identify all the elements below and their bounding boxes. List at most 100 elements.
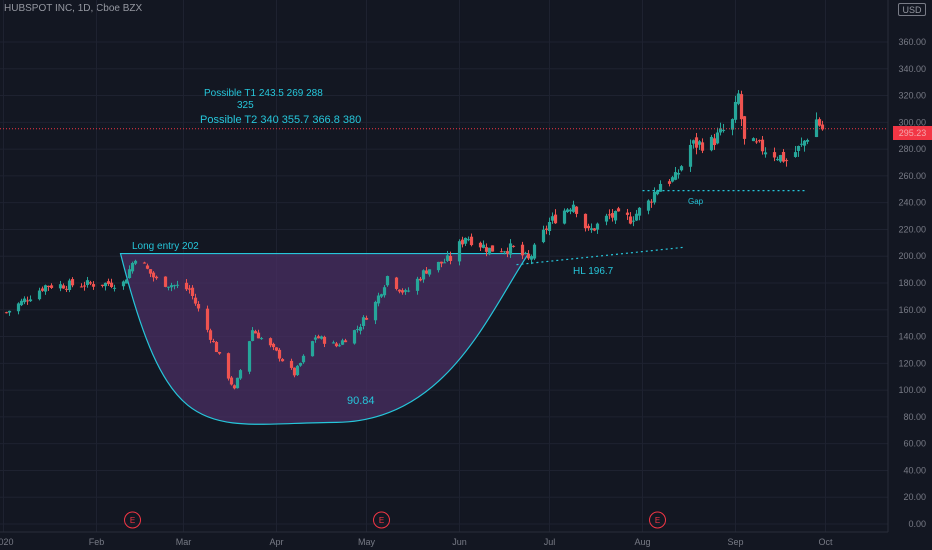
candle [82,281,87,291]
candle-body [544,228,549,230]
candle-body [25,300,30,302]
candle [295,364,300,377]
candle-body [781,151,786,162]
candle [634,209,639,222]
candle-body [487,247,492,255]
candle [469,233,474,247]
candle-body [568,209,573,212]
candle [7,310,12,316]
candle-body [688,144,693,167]
candle-body [658,183,663,192]
candle [691,139,696,149]
candle-body [40,288,45,291]
candle [415,276,420,295]
candle [298,362,303,367]
candle-body [211,341,216,343]
candle-body [379,294,384,297]
candle [106,278,111,286]
x-tick-label: Mar [176,537,192,547]
candle [259,336,264,340]
candle [637,207,642,221]
candle-body [655,190,660,195]
candle-body [505,251,510,254]
candle-body [232,385,237,389]
candle [604,213,609,226]
candle [547,217,552,236]
candle [58,280,63,292]
candle [508,239,513,258]
candle [145,263,150,270]
candle [208,328,213,344]
candle-body [742,116,747,139]
candle-body [460,239,465,245]
candle-body [292,367,297,376]
candle-body [592,228,597,231]
y-tick-label: 200.00 [898,251,926,261]
candle [322,335,327,348]
candle-body [109,282,114,287]
candle [805,138,810,145]
candle [736,90,741,106]
candle [187,285,192,294]
candle [64,285,69,293]
y-tick-label: 80.00 [903,412,926,422]
candle [175,280,180,289]
candle [784,158,789,167]
candle [289,358,294,370]
candle [343,338,348,343]
candle-body [673,172,678,180]
candle [499,248,504,253]
candle-body [133,260,138,264]
y-tick-label: 20.00 [903,492,926,502]
candle-body [361,317,366,326]
candle-body [463,237,468,244]
candle-body [130,262,135,272]
candle [148,269,153,278]
candle-body [553,214,558,224]
candle [583,213,588,232]
candle [730,118,735,136]
candle-body [571,204,576,212]
candle-body [253,331,258,334]
last-price-tag: 295.23 [893,126,932,140]
candle [226,352,231,381]
earnings-circle [373,511,391,529]
candle-body [484,247,489,252]
candle [67,278,72,293]
candle-body [424,270,429,274]
candle-body [91,284,96,287]
candle-body [271,343,276,348]
y-tick-label: 360.00 [898,37,926,47]
candle [25,296,30,305]
candle [616,206,621,212]
candle [568,208,573,215]
y-tick-label: 0.00 [908,519,926,529]
candle-body [697,141,702,145]
candle-body [151,272,156,278]
candle-body [721,129,726,131]
candle-body [358,326,363,331]
candle [688,139,693,172]
candle-body [466,239,471,241]
candle [562,208,567,225]
candle-body [238,370,243,379]
candle [418,276,423,282]
candle-body [142,262,147,264]
candle [40,286,45,292]
candle [376,292,381,307]
y-tick-label: 180.00 [898,278,926,288]
earnings-letter: E [379,516,384,525]
candle-body [277,349,282,359]
earnings-marker: E [373,511,391,529]
candle [742,115,747,145]
candle [235,377,240,389]
candle [697,140,702,150]
candle [232,384,237,390]
candle [754,138,759,144]
candle-body [760,139,765,152]
candle-body [481,244,486,248]
candle-body [259,338,264,340]
currency-badge[interactable]: USD [898,3,926,16]
candle-body [562,210,567,224]
